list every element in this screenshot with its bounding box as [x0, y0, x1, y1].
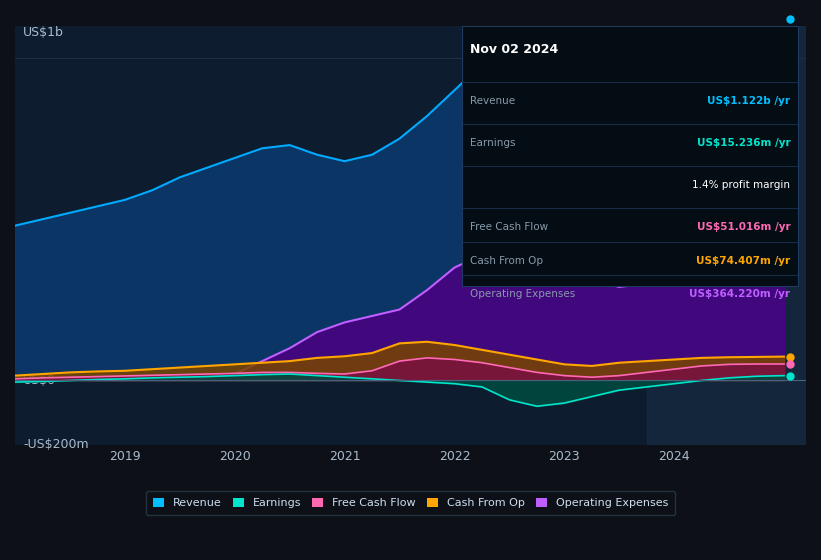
Text: US$1b: US$1b	[23, 26, 64, 39]
Text: -US$200m: -US$200m	[23, 438, 89, 451]
Text: Operating Expenses: Operating Expenses	[470, 289, 575, 299]
Text: Revenue: Revenue	[470, 96, 515, 106]
Text: US$364.220m /yr: US$364.220m /yr	[689, 289, 790, 299]
Text: US$51.016m /yr: US$51.016m /yr	[696, 222, 790, 232]
Text: Cash From Op: Cash From Op	[470, 255, 543, 265]
FancyBboxPatch shape	[462, 26, 798, 286]
Text: US$1.122b /yr: US$1.122b /yr	[707, 96, 790, 106]
Text: US$74.407m /yr: US$74.407m /yr	[696, 255, 790, 265]
Text: Nov 02 2024: Nov 02 2024	[470, 43, 558, 55]
Text: Free Cash Flow: Free Cash Flow	[470, 222, 548, 232]
Text: US$0: US$0	[23, 374, 56, 387]
Legend: Revenue, Earnings, Free Cash Flow, Cash From Op, Operating Expenses: Revenue, Earnings, Free Cash Flow, Cash …	[146, 491, 675, 515]
Text: Earnings: Earnings	[470, 138, 516, 148]
Bar	[647, 26, 806, 445]
Text: 1.4% profit margin: 1.4% profit margin	[692, 180, 790, 190]
Text: US$15.236m /yr: US$15.236m /yr	[696, 138, 790, 148]
